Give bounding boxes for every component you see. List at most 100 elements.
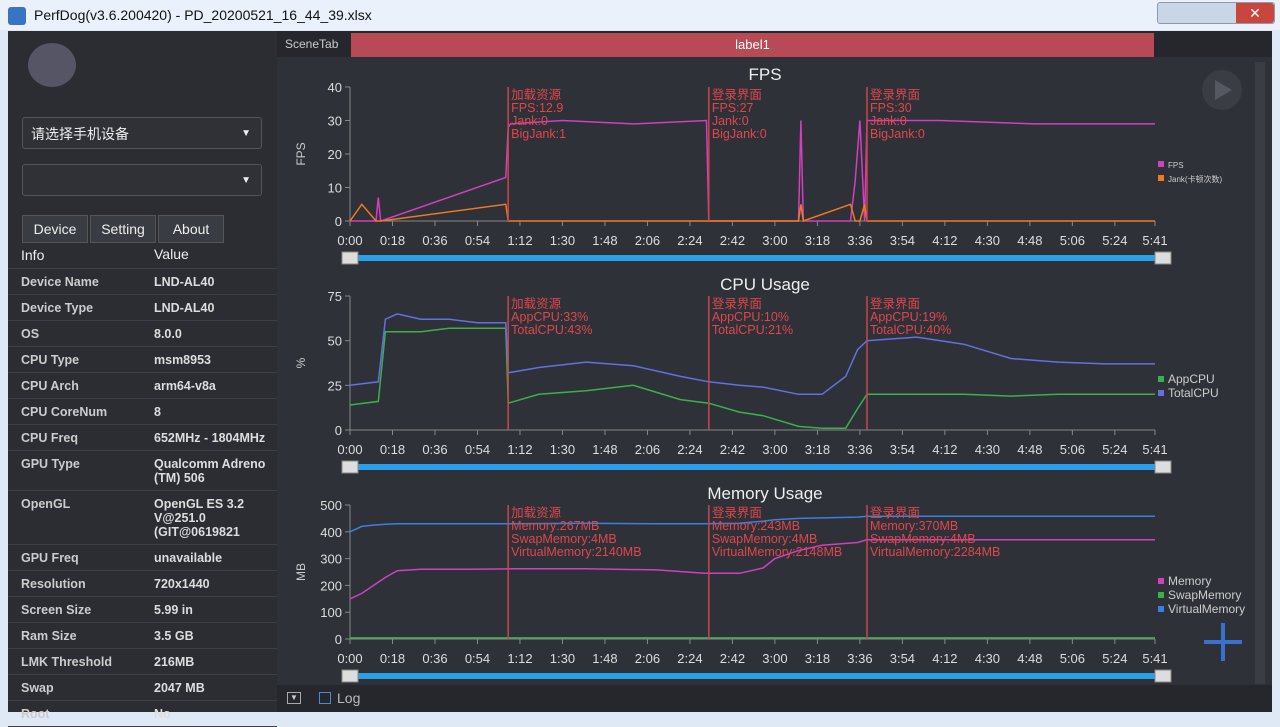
x-tick-label: 0:36	[422, 651, 447, 666]
x-tick-label: 4:30	[975, 651, 1000, 666]
info-table: Info Value Device Name LND-AL40 Device Type L…	[8, 241, 277, 727]
scene-label[interactable]: label1	[351, 33, 1154, 57]
x-tick-label: 1:30	[550, 651, 575, 666]
app-icon	[8, 7, 26, 26]
y-tick-label: 30	[328, 114, 342, 129]
close-button[interactable]: ✕	[1236, 3, 1274, 23]
marker-text: 登录界面	[712, 296, 762, 311]
table-row: CPU CoreNum 8	[8, 399, 277, 425]
app-select[interactable]: ▼	[22, 164, 262, 196]
marker-text: Jank:0	[870, 114, 907, 128]
table-cell: CPU CoreNum	[21, 405, 108, 419]
tab[interactable]: Setting	[90, 215, 156, 243]
table-cell: Qualcomm Adreno (TM) 506	[154, 457, 266, 485]
marker-text: 登录界面	[712, 87, 762, 102]
table-cell: 3.5 GB	[154, 629, 194, 643]
scrollbar[interactable]	[1255, 62, 1265, 684]
chart-title: CPU Usage	[720, 275, 810, 294]
table-cell: Root	[21, 707, 50, 721]
table-cell: 8	[154, 405, 161, 419]
table-row: CPU Arch arm64-v8a	[8, 373, 277, 399]
marker-text: Memory:243MB	[712, 519, 800, 533]
y-tick-label: 200	[320, 578, 342, 593]
scene-tab[interactable]: SceneTab	[285, 37, 339, 51]
slider-handle[interactable]	[341, 251, 359, 265]
table-cell: Ram Size	[21, 629, 77, 643]
marker-text: 加载资源	[511, 297, 562, 311]
x-tick-label: 4:48	[1017, 651, 1042, 666]
slider-handle[interactable]	[341, 460, 359, 474]
slider-handle[interactable]	[1154, 251, 1172, 265]
slider-handle[interactable]	[1154, 669, 1172, 683]
marker-text: 登录界面	[870, 505, 920, 520]
device-select[interactable]: 请选择手机设备 ▼	[22, 117, 262, 149]
x-tick-label: 1:12	[507, 233, 532, 248]
legend-swatch	[1158, 578, 1164, 584]
chart-panel: SceneTab label1 ▼ Log	[277, 31, 1272, 712]
marker-text: BigJank:1	[511, 127, 566, 141]
x-tick-label: 1:30	[550, 442, 575, 457]
slider-handle[interactable]	[1154, 460, 1172, 474]
window-title: PerfDog(v3.6.200420) - PD_20200521_16_44…	[34, 7, 372, 23]
legend-swatch	[1158, 376, 1164, 382]
x-tick-label: 3:36	[847, 651, 872, 666]
x-tick-label: 2:42	[720, 442, 745, 457]
x-tick-label: 3:36	[847, 442, 872, 457]
marker-text: TotalCPU:40%	[870, 323, 951, 337]
window-controls[interactable]: ✕	[1157, 2, 1275, 24]
x-tick-label: 0:18	[380, 651, 405, 666]
table-cell: CPU Freq	[21, 431, 78, 445]
y-tick-label: 25	[328, 378, 342, 393]
table-cell: GPU Freq	[21, 551, 79, 565]
tab[interactable]: Device	[22, 215, 88, 243]
table-cell: Device Type	[21, 301, 94, 315]
y-tick-label: 50	[328, 334, 342, 349]
table-cell: Info	[21, 247, 45, 263]
add-button[interactable]	[1204, 623, 1242, 661]
marker-text: Memory:370MB	[870, 519, 958, 533]
x-tick-label: 3:00	[762, 651, 787, 666]
x-tick-label: 0:00	[337, 651, 362, 666]
marker-text: SwapMemory:4MB	[712, 532, 818, 546]
x-tick-label: 4:12	[932, 233, 957, 248]
table-row: Resolution 720x1440	[8, 571, 277, 597]
table-cell: Device Name	[21, 275, 99, 289]
x-tick-label: 5:06	[1060, 442, 1085, 457]
series-line	[349, 327, 1155, 429]
y-tick-label: 0	[335, 214, 342, 229]
legend-swatch	[1158, 592, 1164, 598]
y-axis-label: MB	[294, 563, 308, 581]
x-tick-label: 2:42	[720, 233, 745, 248]
y-tick-label: 0	[335, 632, 342, 647]
table-cell: arm64-v8a	[154, 379, 216, 393]
legend-label: TotalCPU	[1168, 386, 1219, 400]
legend-label: VirtualMemory	[1168, 602, 1245, 616]
y-tick-label: 0	[335, 423, 342, 438]
x-tick-label: 4:48	[1017, 233, 1042, 248]
table-cell: LND-AL40	[154, 275, 215, 289]
marker-text: FPS:12.9	[511, 101, 563, 115]
x-tick-label: 0:54	[465, 233, 490, 248]
play-icon	[1215, 80, 1232, 100]
x-tick-label: 0:00	[337, 442, 362, 457]
tab[interactable]: About	[158, 215, 224, 243]
table-header: Info Value	[8, 241, 277, 269]
avatar	[28, 43, 76, 87]
slider-handle[interactable]	[341, 669, 359, 683]
y-tick-label: 400	[320, 525, 342, 540]
table-cell: CPU Arch	[21, 379, 79, 393]
legend-label: FPS	[1168, 161, 1184, 170]
marker-text: FPS:30	[870, 101, 912, 115]
table-row: OpenGL OpenGL ES 3.2 V@251.0 (GIT@0619821	[8, 491, 277, 545]
title-bar: PerfDog(v3.6.200420) - PD_20200521_16_44…	[0, 0, 1280, 30]
log-checkbox[interactable]	[319, 692, 331, 704]
table-cell: msm8953	[154, 353, 211, 367]
table-cell: 652MHz - 1804MHz	[154, 431, 266, 445]
expand-button[interactable]: ▼	[287, 692, 301, 704]
x-tick-label: 0:18	[380, 442, 405, 457]
x-tick-label: 5:06	[1060, 651, 1085, 666]
marker-text: TotalCPU:43%	[511, 323, 592, 337]
table-cell: OpenGL ES 3.2 V@251.0 (GIT@0619821	[154, 497, 245, 539]
x-tick-label: 4:30	[975, 233, 1000, 248]
sidebar: 请选择手机设备 ▼ ▼ Device Setting About Info Valu…	[8, 31, 277, 727]
